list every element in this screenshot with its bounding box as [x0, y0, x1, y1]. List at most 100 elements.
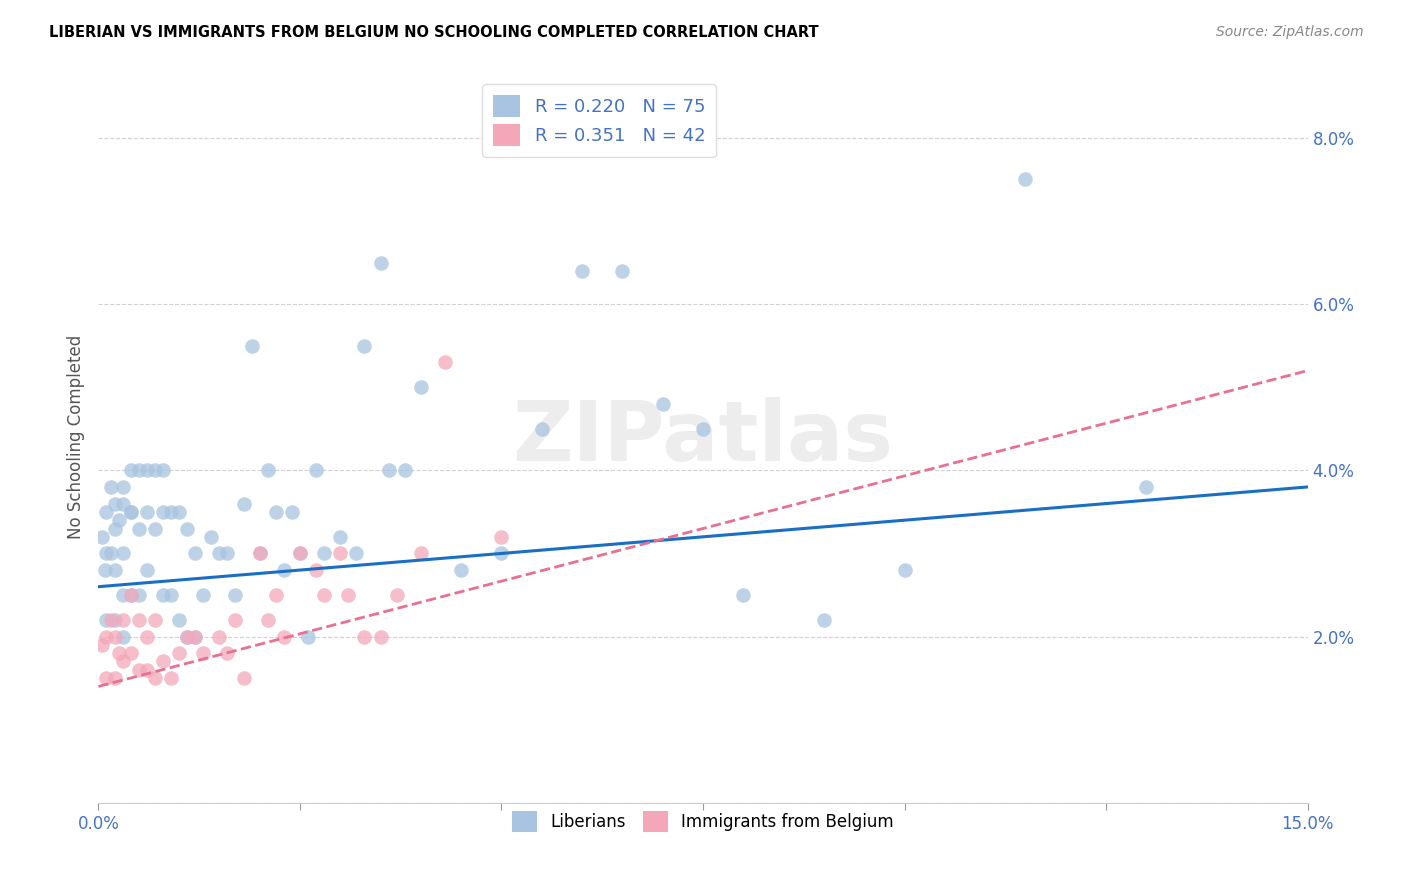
- Point: [273, 630, 295, 644]
- Point: [297, 630, 319, 644]
- Point: [217, 646, 239, 660]
- Point: [120, 505, 142, 519]
- Point: [353, 630, 375, 644]
- Point: [281, 505, 304, 519]
- Text: LIBERIAN VS IMMIGRANTS FROM BELGIUM NO SCHOOLING COMPLETED CORRELATION CHART: LIBERIAN VS IMMIGRANTS FROM BELGIUM NO S…: [49, 25, 818, 40]
- Legend: Liberians, Immigrants from Belgium: Liberians, Immigrants from Belgium: [506, 805, 900, 838]
- Point: [314, 588, 336, 602]
- Point: [111, 613, 134, 627]
- Point: [96, 630, 118, 644]
- Point: [329, 530, 352, 544]
- Point: [176, 521, 198, 535]
- Point: [288, 546, 311, 560]
- Point: [305, 563, 328, 577]
- Point: [128, 521, 150, 535]
- Point: [813, 613, 835, 627]
- Point: [288, 546, 311, 560]
- Point: [409, 546, 432, 560]
- Point: [176, 630, 198, 644]
- Point: [612, 264, 634, 278]
- Point: [1014, 172, 1036, 186]
- Point: [167, 613, 190, 627]
- Point: [128, 588, 150, 602]
- Point: [193, 588, 215, 602]
- Point: [491, 546, 513, 560]
- Point: [491, 530, 513, 544]
- Point: [128, 663, 150, 677]
- Point: [208, 630, 231, 644]
- Point: [217, 546, 239, 560]
- Point: [152, 655, 174, 669]
- Point: [385, 588, 408, 602]
- Point: [120, 463, 142, 477]
- Point: [434, 355, 457, 369]
- Point: [160, 588, 183, 602]
- Point: [143, 463, 166, 477]
- Point: [370, 255, 392, 269]
- Point: [893, 563, 915, 577]
- Point: [128, 613, 150, 627]
- Point: [111, 630, 134, 644]
- Point: [353, 338, 375, 352]
- Point: [135, 663, 157, 677]
- Point: [91, 638, 114, 652]
- Point: [96, 613, 118, 627]
- Point: [692, 422, 714, 436]
- Text: Source: ZipAtlas.com: Source: ZipAtlas.com: [1216, 25, 1364, 39]
- Point: [120, 588, 142, 602]
- Point: [409, 380, 432, 394]
- Point: [94, 563, 117, 577]
- Point: [305, 463, 328, 477]
- Point: [100, 480, 122, 494]
- Point: [193, 646, 215, 660]
- Y-axis label: No Schooling Completed: No Schooling Completed: [66, 335, 84, 539]
- Point: [240, 338, 263, 352]
- Point: [96, 505, 118, 519]
- Point: [651, 397, 673, 411]
- Point: [264, 505, 287, 519]
- Point: [224, 588, 246, 602]
- Point: [107, 646, 129, 660]
- Point: [256, 613, 278, 627]
- Point: [200, 530, 222, 544]
- Point: [96, 546, 118, 560]
- Point: [103, 521, 125, 535]
- Point: [256, 463, 278, 477]
- Point: [249, 546, 271, 560]
- Point: [143, 671, 166, 685]
- Point: [135, 463, 157, 477]
- Point: [100, 546, 122, 560]
- Point: [232, 497, 254, 511]
- Point: [167, 505, 190, 519]
- Point: [450, 563, 472, 577]
- Point: [152, 505, 174, 519]
- Text: ZIPatlas: ZIPatlas: [513, 397, 893, 477]
- Point: [370, 630, 392, 644]
- Point: [128, 463, 150, 477]
- Point: [91, 530, 114, 544]
- Point: [377, 463, 399, 477]
- Point: [184, 630, 207, 644]
- Point: [135, 505, 157, 519]
- Point: [135, 563, 157, 577]
- Point: [167, 646, 190, 660]
- Point: [152, 463, 174, 477]
- Point: [232, 671, 254, 685]
- Point: [1135, 480, 1157, 494]
- Point: [103, 497, 125, 511]
- Point: [329, 546, 352, 560]
- Point: [103, 671, 125, 685]
- Point: [337, 588, 360, 602]
- Point: [100, 613, 122, 627]
- Point: [394, 463, 416, 477]
- Point: [344, 546, 367, 560]
- Point: [184, 630, 207, 644]
- Point: [184, 546, 207, 560]
- Point: [120, 588, 142, 602]
- Point: [530, 422, 553, 436]
- Point: [176, 630, 198, 644]
- Point: [224, 613, 246, 627]
- Point: [733, 588, 755, 602]
- Point: [152, 588, 174, 602]
- Point: [143, 613, 166, 627]
